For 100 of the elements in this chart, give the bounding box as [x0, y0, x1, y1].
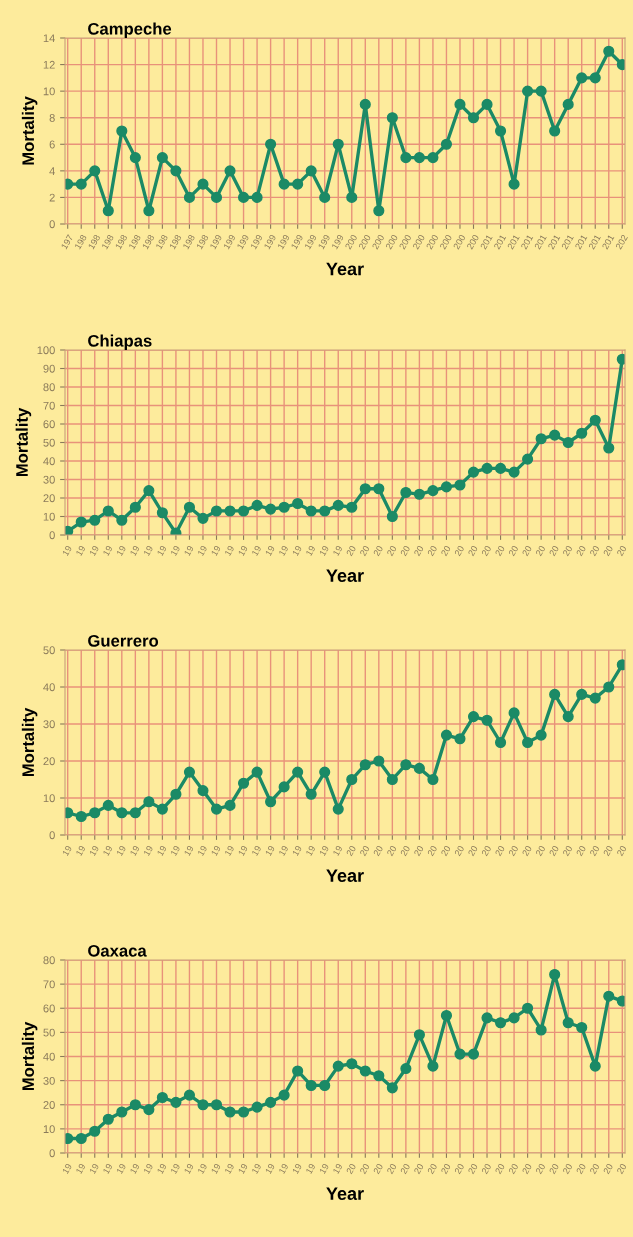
x-tick-label: 20 [562, 845, 573, 857]
point [305, 505, 317, 517]
x-tick-label: 19 [251, 845, 262, 857]
point [589, 414, 601, 426]
y-tick-label: 80 [43, 383, 55, 392]
x-tick-label: 19 [224, 545, 235, 557]
x-tick-label: 20 [346, 845, 357, 857]
x-tick-label: 19 [265, 545, 275, 557]
x-tick-label: 20 [508, 545, 519, 557]
x-tick-label: 20 [427, 1163, 438, 1175]
point [251, 1101, 263, 1113]
y-axis-title: Mortality [21, 96, 38, 165]
point [89, 807, 101, 819]
point [522, 453, 534, 465]
x-tick-label: 200 [371, 234, 385, 250]
point [454, 1048, 466, 1060]
point [332, 499, 344, 511]
y-tick-label: 60 [43, 420, 55, 429]
y-tick-label: 80 [43, 956, 55, 965]
y-tick-label: 30 [43, 720, 55, 729]
y-tick-label: 70 [43, 980, 55, 989]
y-tick-label: 20 [43, 1101, 55, 1109]
point [156, 803, 168, 815]
x-tick-label: 19 [237, 545, 248, 557]
point [183, 501, 196, 513]
point [562, 711, 574, 723]
point [251, 499, 263, 511]
x-tick-label: 199 [304, 234, 317, 250]
point [251, 766, 263, 778]
x-tick-label: 19 [332, 845, 343, 857]
x-tick-label: 20 [467, 1163, 478, 1175]
x-tick-label: 19 [143, 845, 154, 857]
x-tick-label: 200 [398, 234, 412, 250]
y-tick-label: 10 [43, 794, 55, 803]
x-tick-label: 198 [87, 234, 101, 250]
x-tick-label: 20 [373, 1163, 384, 1175]
point [319, 766, 331, 778]
point [332, 1060, 344, 1072]
x-tick-label: 20 [575, 545, 587, 557]
point [400, 486, 412, 499]
point [143, 485, 155, 497]
point [427, 773, 439, 786]
x-tick-label: 20 [373, 545, 384, 557]
x-tick-label: 20 [454, 845, 465, 857]
x-tick-label: 20 [494, 845, 505, 857]
x-tick-label: 20 [603, 545, 614, 557]
point [576, 427, 588, 439]
x-tick-label: 20 [508, 1163, 519, 1175]
x-tick-label: 199 [277, 234, 290, 250]
point [413, 152, 425, 164]
point [535, 85, 547, 97]
point [346, 773, 358, 786]
x-tick-label: 19 [156, 545, 167, 557]
x-tick-label: 19 [251, 1163, 262, 1175]
x-tick-label: 20 [386, 845, 397, 857]
point [562, 1017, 574, 1029]
point [454, 98, 466, 110]
point [413, 488, 425, 500]
point [332, 803, 344, 815]
y-tick-label: 0 [49, 531, 55, 540]
point [292, 1065, 304, 1077]
x-tick-label: 199 [317, 234, 331, 250]
x-tick-label: 20 [589, 845, 600, 857]
x-tick-label: 20 [508, 845, 519, 857]
y-tick-label: 20 [43, 494, 55, 503]
x-tick-label: 20 [359, 545, 370, 557]
point [440, 1009, 453, 1022]
point [156, 507, 168, 519]
x-tick-label: 20 [373, 845, 384, 857]
x-tick-label: 20 [535, 1163, 546, 1175]
x-tick-label: 20 [589, 545, 600, 557]
x-tick-label: 20 [494, 545, 505, 557]
point [373, 755, 385, 767]
x-tick-label: 20 [346, 545, 357, 557]
x-tick-label: 20 [548, 1163, 560, 1175]
point [102, 205, 114, 217]
x-tick-label: 20 [589, 1163, 600, 1175]
point [454, 479, 466, 491]
x-tick-label: 200 [344, 234, 358, 250]
x-tick-label: 19 [89, 845, 100, 857]
x-tick-label: 19 [102, 845, 113, 857]
x-tick-label: 20 [575, 845, 587, 857]
point [535, 729, 547, 741]
x-tick-label: 19 [237, 1163, 248, 1175]
x-tick-label: 19 [62, 845, 73, 857]
point [386, 1082, 398, 1094]
x-tick-label: 201 [520, 234, 534, 250]
point [143, 796, 155, 808]
x-tick-label: 199 [236, 234, 250, 250]
x-tick-label: 20 [494, 1163, 505, 1175]
y-tick-label: 30 [43, 1076, 55, 1085]
point [75, 810, 87, 823]
point [562, 436, 574, 449]
point [440, 138, 453, 150]
point [413, 1029, 425, 1041]
y-tick-label: 10 [43, 87, 55, 96]
x-tick-label: 19 [197, 845, 208, 857]
x-tick-label: 199 [290, 234, 304, 250]
point [481, 98, 493, 110]
point [129, 1099, 141, 1111]
